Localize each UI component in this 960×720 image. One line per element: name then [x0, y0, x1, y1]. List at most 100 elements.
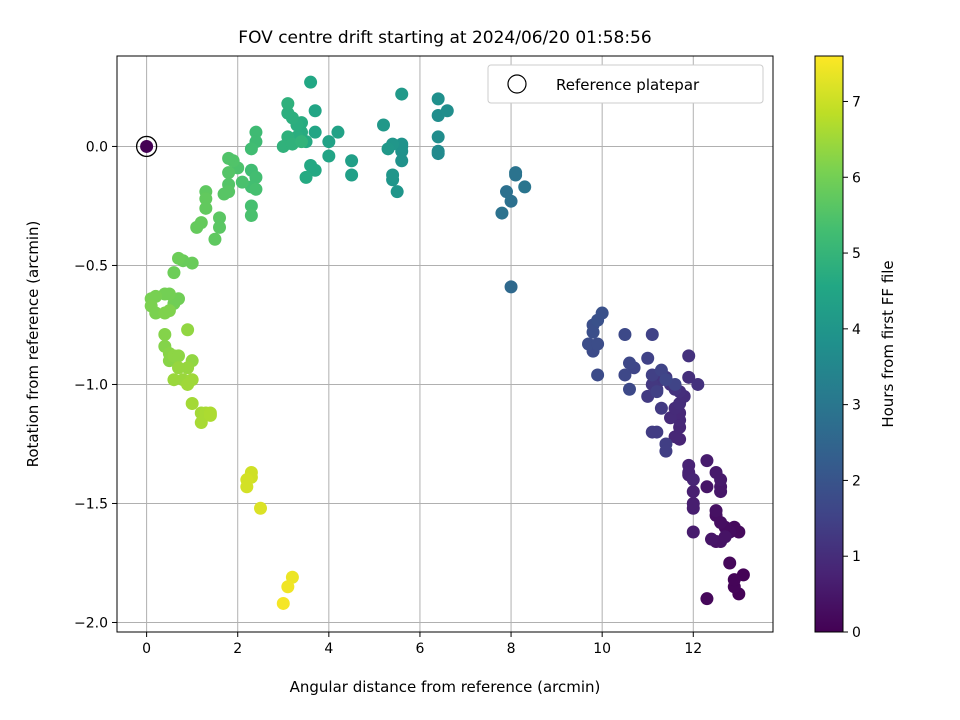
- colorbar-tick-label: 4: [852, 322, 861, 338]
- data-point: [208, 232, 222, 246]
- reference-marker: [135, 135, 158, 158]
- y-tick-label: 0.0: [86, 139, 108, 155]
- x-axis-ticks: 0 2 4 6 8 10 12: [142, 632, 702, 657]
- legend-box: [487, 64, 764, 104]
- data-point: [431, 144, 445, 158]
- data-point: [281, 106, 295, 120]
- colorbar-gradient: [814, 55, 844, 633]
- data-point: [431, 130, 445, 144]
- data-point: [172, 251, 185, 265]
- data-point: [158, 327, 172, 341]
- legend-marker: [507, 74, 527, 94]
- colorbar-label: Hours from first FF file: [879, 260, 897, 427]
- data-point: [222, 151, 236, 165]
- data-point: [381, 142, 395, 156]
- plot-frame: [116, 55, 774, 633]
- data-point: [641, 351, 655, 365]
- data-point: [249, 182, 263, 196]
- data-point: [172, 361, 185, 375]
- data-point: [244, 142, 258, 156]
- data-point: [185, 397, 199, 411]
- reference-ring: [135, 135, 158, 158]
- colorbar: 0 1 2 3 4 5 6 7 Hours from first FF file: [814, 55, 897, 641]
- chart-title: FOV centre drift starting at 2024/06/20 …: [238, 28, 651, 48]
- data-point: [700, 592, 714, 606]
- legend-label: Reference platepar: [556, 76, 700, 94]
- data-point: [623, 382, 636, 396]
- data-point: [659, 444, 673, 458]
- data-point: [345, 154, 359, 168]
- data-point: [295, 135, 308, 149]
- data-point: [645, 327, 659, 341]
- data-point: [377, 118, 390, 132]
- data-point: [276, 596, 290, 610]
- data-point: [244, 199, 258, 213]
- data-point: [213, 220, 226, 234]
- data-point: [222, 166, 236, 180]
- data-point: [682, 349, 696, 363]
- data-point: [659, 373, 673, 387]
- data-point: [650, 385, 664, 399]
- data-point: [308, 125, 322, 139]
- data-point: [167, 373, 181, 387]
- data-point: [591, 337, 605, 351]
- data-point: [249, 125, 263, 139]
- data-point: [167, 266, 181, 280]
- data-point: [308, 104, 322, 118]
- x-axis-label: Angular distance from reference (arcmin): [290, 678, 601, 696]
- data-point: [281, 97, 295, 111]
- data-point: [395, 137, 409, 151]
- data-point: [705, 532, 718, 546]
- data-point: [181, 361, 195, 375]
- colorbar-tick-label: 7: [852, 94, 861, 110]
- data-point: [582, 337, 595, 351]
- data-point: [162, 304, 176, 318]
- data-point: [500, 185, 513, 199]
- data-point: [618, 368, 632, 382]
- data-point: [595, 306, 609, 320]
- data-point: [591, 368, 605, 382]
- data-point: [213, 211, 226, 225]
- data-point: [700, 454, 714, 468]
- data-point: [686, 496, 700, 510]
- data-point: [322, 135, 336, 149]
- data-point: [304, 158, 318, 172]
- data-point: [691, 377, 705, 391]
- data-point: [331, 125, 345, 139]
- data-point: [495, 206, 509, 220]
- data-point: [181, 323, 195, 337]
- data-point: [682, 370, 696, 384]
- data-point: [199, 201, 213, 215]
- x-tick-label: 6: [415, 641, 424, 657]
- y-tick-label: −1.5: [74, 496, 108, 512]
- data-point: [645, 425, 659, 439]
- data-point: [723, 556, 737, 570]
- data-point: [431, 92, 445, 106]
- data-point: [440, 104, 454, 118]
- data-point: [240, 480, 254, 494]
- x-tick-label: 0: [142, 641, 151, 657]
- data-point: [686, 473, 700, 487]
- x-tick-label: 10: [593, 641, 611, 657]
- y-tick-label: −0.5: [74, 258, 108, 274]
- x-tick-label: 8: [507, 641, 516, 657]
- data-point: [322, 149, 336, 163]
- data-point: [235, 175, 249, 189]
- data-point: [199, 192, 213, 206]
- y-axis-label: Rotation from reference (arcmin): [24, 221, 42, 468]
- data-point: [504, 280, 518, 294]
- data-point: [509, 166, 523, 180]
- x-tick-label: 12: [684, 641, 702, 657]
- data-point: [686, 485, 700, 499]
- data-point: [254, 501, 267, 515]
- scatter-points: [144, 75, 750, 610]
- reference-point: [140, 139, 154, 153]
- x-tick-label: 2: [233, 641, 242, 657]
- data-point: [244, 208, 258, 222]
- data-point: [386, 168, 400, 182]
- data-point: [203, 408, 217, 422]
- data-point: [654, 401, 668, 415]
- x-tick-label: 4: [324, 641, 333, 657]
- data-point: [304, 75, 318, 89]
- y-tick-label: −1.0: [74, 377, 108, 393]
